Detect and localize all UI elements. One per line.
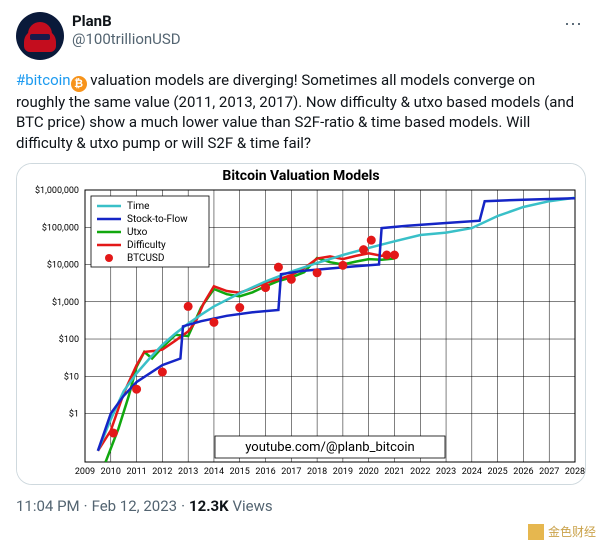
avatar[interactable] xyxy=(16,12,64,60)
tweet-text: #bitcoin₿ valuation models are diverging… xyxy=(16,70,586,153)
tweet-date[interactable]: Feb 12, 2023 xyxy=(92,497,178,515)
svg-text:2025: 2025 xyxy=(488,467,508,477)
svg-text:2022: 2022 xyxy=(410,467,430,477)
svg-text:Stock-to-Flow: Stock-to-Flow xyxy=(127,214,188,225)
svg-text:Difficulty: Difficulty xyxy=(127,239,166,251)
page-watermark: 金色财经 xyxy=(528,523,596,540)
svg-text:2014: 2014 xyxy=(204,467,224,477)
svg-text:$1: $1 xyxy=(69,408,79,419)
svg-text:$10: $10 xyxy=(64,371,79,382)
svg-text:Bitcoin Valuation Models: Bitcoin Valuation Models xyxy=(222,168,379,184)
svg-text:$100: $100 xyxy=(59,334,79,345)
views-count[interactable]: 12.3K xyxy=(189,497,229,515)
svg-text:$1,000,000: $1,000,000 xyxy=(35,185,79,196)
svg-text:$100,000: $100,000 xyxy=(42,222,79,233)
svg-text:2015: 2015 xyxy=(230,467,250,477)
svg-text:2012: 2012 xyxy=(152,467,172,477)
svg-text:2027: 2027 xyxy=(539,467,559,477)
svg-text:2019: 2019 xyxy=(333,467,353,477)
svg-text:$10,000: $10,000 xyxy=(47,259,79,270)
bitcoin-icon: ₿ xyxy=(71,76,87,92)
author-names: PlanB @100trillionUSD xyxy=(72,12,552,49)
watermark-label: 金色财经 xyxy=(548,523,596,540)
tweet-container: PlanB @100trillionUSD ⋯ #bitcoin₿ valuat… xyxy=(0,0,602,521)
svg-text:2017: 2017 xyxy=(281,467,301,477)
svg-text:2010: 2010 xyxy=(101,467,121,477)
svg-text:2021: 2021 xyxy=(384,467,404,477)
svg-text:2020: 2020 xyxy=(359,467,379,477)
svg-text:2011: 2011 xyxy=(126,467,146,477)
chart-svg: Bitcoin Valuation Models 2009 2010 2011 2012… xyxy=(17,164,585,484)
handle[interactable]: @100trillionUSD xyxy=(72,30,552,49)
svg-text:2018: 2018 xyxy=(307,467,327,477)
hashtag-link[interactable]: #bitcoin xyxy=(16,71,71,89)
tweet-header: PlanB @100trillionUSD ⋯ xyxy=(16,12,586,60)
tweet-time[interactable]: 11:04 PM xyxy=(16,497,80,515)
svg-text:$1,000: $1,000 xyxy=(52,297,79,308)
svg-text:BTCUSD: BTCUSD xyxy=(127,253,164,264)
svg-text:2024: 2024 xyxy=(462,467,482,477)
tweet-body: valuation models are diverging! Sometime… xyxy=(16,71,574,152)
watermark-icon xyxy=(528,524,544,540)
svg-text:Utxo: Utxo xyxy=(127,227,148,238)
svg-text:2026: 2026 xyxy=(513,467,533,477)
display-name[interactable]: PlanB xyxy=(72,12,552,30)
svg-text:2028: 2028 xyxy=(565,467,585,477)
svg-text:youtube.com/@planb_bitcoin: youtube.com/@planb_bitcoin xyxy=(245,440,414,455)
svg-text:Time: Time xyxy=(127,201,149,212)
svg-text:2023: 2023 xyxy=(436,467,456,477)
svg-text:2009: 2009 xyxy=(75,467,95,477)
views-label: Views xyxy=(232,497,272,515)
more-icon[interactable]: ⋯ xyxy=(560,12,586,38)
chart-card[interactable]: Bitcoin Valuation Models 2009 2010 2011 2012… xyxy=(16,163,586,485)
tweet-meta: 11:04 PM·Feb 12, 2023·12.3K Views xyxy=(16,493,586,515)
svg-text:2013: 2013 xyxy=(178,467,198,477)
svg-text:2016: 2016 xyxy=(255,467,275,477)
